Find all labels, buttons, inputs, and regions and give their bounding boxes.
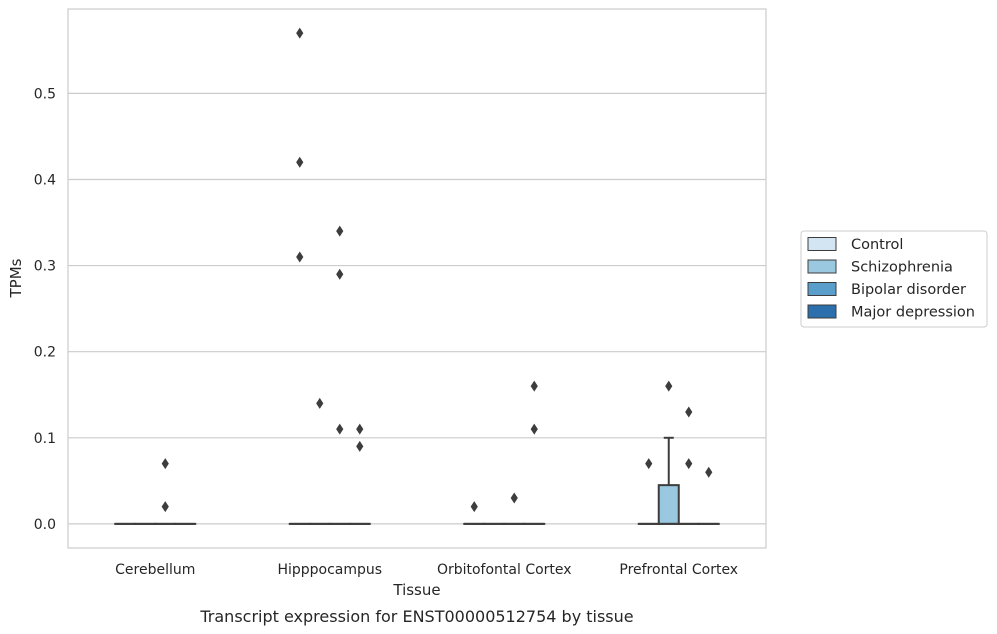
outlier-point: [685, 406, 693, 418]
outliers: [161, 27, 713, 513]
boxes: [114, 436, 720, 525]
outlier-point: [356, 423, 364, 435]
chart-caption: Transcript expression for ENST0000051275…: [199, 607, 633, 626]
y-axis-label: TPMs: [7, 258, 25, 298]
plot-frame: [67, 8, 767, 549]
box-body: [657, 484, 680, 525]
box-schizophrenia: [657, 436, 680, 525]
outlier-point: [705, 466, 713, 478]
y-tick-label: 0.3: [34, 259, 56, 275]
outlier-point: [530, 380, 538, 392]
outlier-point: [665, 380, 673, 392]
outlier-point: [510, 492, 518, 504]
legend-swatch: [807, 282, 837, 296]
outlier-point: [316, 397, 324, 409]
y-tick-labels: 0.0 0.1 0.2 0.3 0.4 0.5: [34, 86, 56, 533]
legend-swatch: [807, 259, 837, 274]
legend-frame: [800, 230, 988, 328]
outlier-point: [296, 251, 304, 263]
y-tick-label: 0.1: [34, 431, 56, 447]
y-tick-label: 0.0: [34, 517, 56, 533]
outlier-point: [336, 268, 344, 280]
gridlines: [68, 92, 766, 525]
legend-label: Major depression: [851, 305, 975, 321]
outlier-point: [685, 458, 693, 470]
outlier-point: [470, 501, 478, 513]
legend-swatch: [807, 304, 837, 319]
y-tick-label: 0.4: [34, 172, 56, 188]
x-tick-label: Orbitofontal Cortex: [437, 562, 572, 578]
outlier-point: [296, 156, 304, 168]
legend-label: Schizophrenia: [851, 260, 953, 276]
x-tick-labels: Cerebellum Hipppocampus Orbitofontal Corte…: [115, 562, 738, 578]
outlier-point: [645, 458, 653, 470]
outlier-point: [530, 423, 538, 435]
outlier-point: [356, 440, 364, 452]
outlier-point: [336, 225, 344, 237]
x-axis-label: Tissue: [392, 581, 440, 599]
y-tick-label: 0.5: [34, 86, 56, 102]
legend-swatch: [807, 237, 837, 251]
outlier-point: [161, 458, 169, 470]
outlier-point: [296, 27, 304, 39]
x-tick-label: Hipppocampus: [277, 562, 382, 578]
outlier-point: [336, 423, 344, 435]
legend: Control Schizophrenia Bipolar disorder Majo…: [800, 230, 988, 328]
x-tick-label: Prefrontal Cortex: [619, 562, 738, 578]
legend-label: Control: [851, 237, 903, 253]
legend-label: Bipolar disorder: [851, 282, 966, 298]
outlier-point: [161, 501, 169, 513]
y-tick-label: 0.2: [34, 345, 56, 361]
x-tick-label: Cerebellum: [115, 562, 195, 578]
